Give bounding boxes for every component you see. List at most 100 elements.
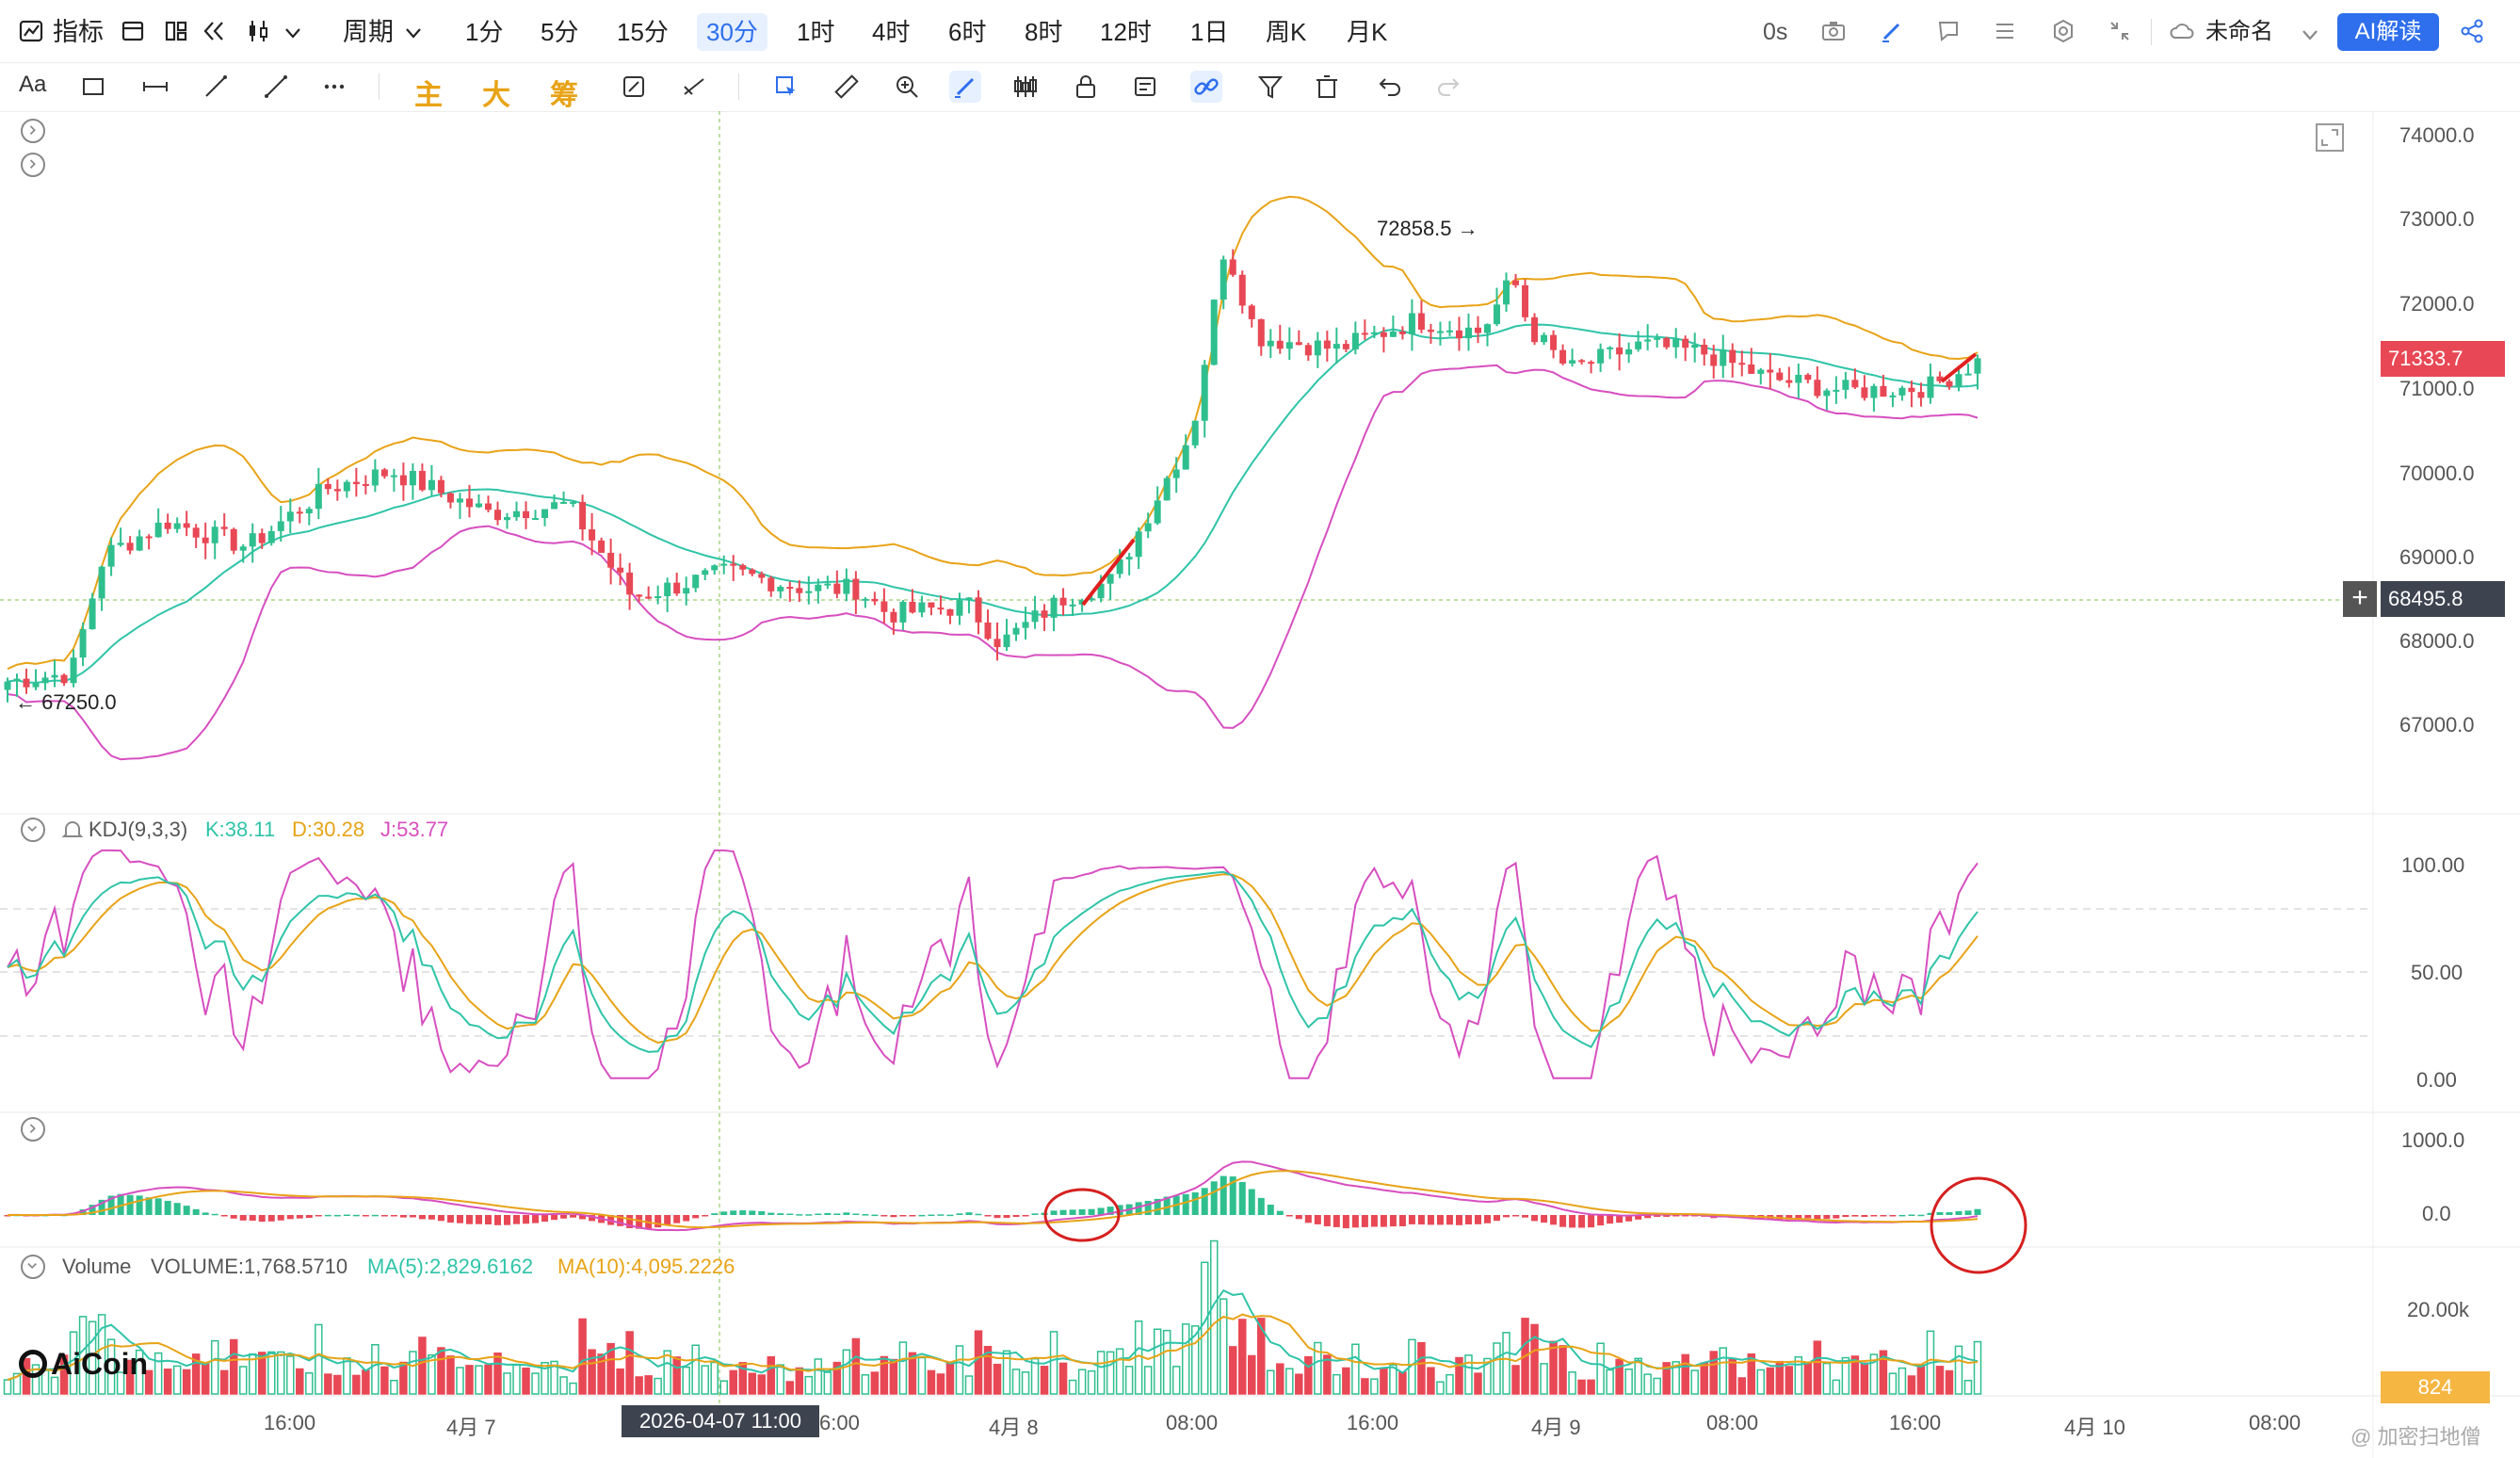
- period-30m[interactable]: 30分: [697, 13, 767, 51]
- candle[interactable]: [843, 578, 850, 594]
- replay-icon[interactable]: [200, 17, 228, 45]
- candle[interactable]: [136, 536, 143, 551]
- candle[interactable]: [1964, 373, 1972, 376]
- candle-type-icon[interactable]: [245, 17, 273, 45]
- candle[interactable]: [560, 501, 568, 504]
- candle[interactable]: [786, 587, 794, 590]
- candle[interactable]: [211, 526, 218, 543]
- candle[interactable]: [390, 475, 397, 478]
- candle[interactable]: [1097, 583, 1105, 599]
- candle[interactable]: [1408, 313, 1415, 334]
- candle[interactable]: [1229, 259, 1236, 275]
- candle[interactable]: [399, 475, 407, 486]
- candle[interactable]: [711, 565, 719, 571]
- candle[interactable]: [551, 502, 558, 510]
- candle[interactable]: [51, 674, 58, 678]
- candle[interactable]: [1191, 420, 1199, 446]
- candle[interactable]: [183, 523, 190, 528]
- link-icon[interactable]: [1190, 71, 1222, 103]
- candle[interactable]: [1238, 274, 1246, 306]
- candle[interactable]: [1682, 338, 1689, 348]
- filter-icon[interactable]: [1254, 71, 1286, 103]
- chevron-right-icon[interactable]: [21, 1117, 45, 1142]
- candle[interactable]: [1107, 574, 1114, 584]
- cloud-icon[interactable]: [2168, 17, 2196, 45]
- candle[interactable]: [1870, 385, 1878, 398]
- measure-icon[interactable]: [678, 71, 710, 103]
- candle[interactable]: [598, 540, 606, 553]
- candle[interactable]: [993, 639, 1001, 648]
- candle[interactable]: [862, 598, 869, 601]
- period-1mo[interactable]: 月K: [1347, 18, 1388, 46]
- candle[interactable]: [852, 578, 860, 600]
- candle[interactable]: [1436, 331, 1444, 333]
- candle[interactable]: [1050, 597, 1058, 618]
- bell-icon[interactable]: [60, 818, 85, 842]
- candle[interactable]: [428, 479, 435, 491]
- candle[interactable]: [871, 598, 879, 602]
- period-1m[interactable]: 1分: [465, 18, 504, 46]
- edit-list-icon[interactable]: [1130, 71, 1162, 103]
- candle[interactable]: [60, 674, 68, 684]
- candle[interactable]: [1088, 598, 1095, 601]
- candle[interactable]: [1588, 362, 1595, 364]
- candle[interactable]: [1464, 327, 1472, 339]
- candle[interactable]: [664, 582, 671, 597]
- zoom-in-icon[interactable]: [891, 71, 923, 103]
- candle[interactable]: [720, 563, 728, 566]
- select-icon[interactable]: [770, 71, 802, 103]
- candle[interactable]: [1512, 280, 1520, 285]
- candle[interactable]: [541, 509, 549, 519]
- candle[interactable]: [1795, 374, 1802, 383]
- candle[interactable]: [1898, 387, 1906, 396]
- candle[interactable]: [1503, 280, 1510, 305]
- candle[interactable]: [1314, 340, 1321, 356]
- candle[interactable]: [1285, 342, 1293, 349]
- candle[interactable]: [1333, 344, 1340, 349]
- candle[interactable]: [1541, 334, 1548, 343]
- candle[interactable]: [277, 521, 284, 531]
- candle[interactable]: [230, 528, 237, 551]
- candle[interactable]: [1908, 387, 1915, 393]
- period-4h[interactable]: 4时: [872, 18, 911, 46]
- candle[interactable]: [1380, 332, 1387, 337]
- candle[interactable]: [758, 574, 766, 578]
- candle[interactable]: [1474, 327, 1481, 333]
- candle[interactable]: [504, 517, 511, 521]
- candle[interactable]: [4, 681, 11, 690]
- candle[interactable]: [1691, 345, 1699, 348]
- period-8h[interactable]: 8时: [1025, 18, 1063, 46]
- grid-layout-icon[interactable]: [162, 17, 190, 45]
- camera-icon[interactable]: [1819, 17, 1848, 45]
- candle[interactable]: [1569, 360, 1576, 364]
- pen-icon[interactable]: [1878, 17, 1906, 45]
- candle[interactable]: [1398, 331, 1406, 334]
- candle[interactable]: [465, 498, 473, 508]
- candle[interactable]: [1917, 392, 1925, 398]
- share-icon[interactable]: [2458, 17, 2486, 45]
- chevron-down-circle-icon[interactable]: [21, 1255, 45, 1279]
- collapse-icon[interactable]: [2106, 17, 2134, 45]
- fullscreen-icon[interactable]: [2315, 122, 2345, 153]
- list-icon[interactable]: [1991, 17, 2019, 45]
- candle[interactable]: [1559, 349, 1567, 364]
- candle[interactable]: [23, 678, 30, 688]
- chevron-down-icon[interactable]: [399, 19, 422, 41]
- candle[interactable]: [1295, 342, 1302, 346]
- magnet-icon[interactable]: [618, 71, 650, 103]
- candle[interactable]: [1446, 330, 1453, 332]
- indicator-button[interactable]: 指标: [53, 18, 104, 46]
- candle[interactable]: [192, 527, 200, 538]
- pencil-icon[interactable]: [949, 71, 981, 103]
- candle[interactable]: [833, 583, 841, 594]
- candle[interactable]: [1059, 597, 1067, 606]
- undo-icon[interactable]: [1373, 71, 1405, 103]
- candle[interactable]: [1757, 369, 1765, 374]
- candle[interactable]: [258, 533, 266, 543]
- candle[interactable]: [928, 602, 935, 608]
- candle[interactable]: [1041, 610, 1048, 618]
- candle[interactable]: [1729, 349, 1737, 364]
- candle[interactable]: [654, 596, 662, 599]
- candle[interactable]: [13, 678, 21, 682]
- candle[interactable]: [79, 629, 87, 658]
